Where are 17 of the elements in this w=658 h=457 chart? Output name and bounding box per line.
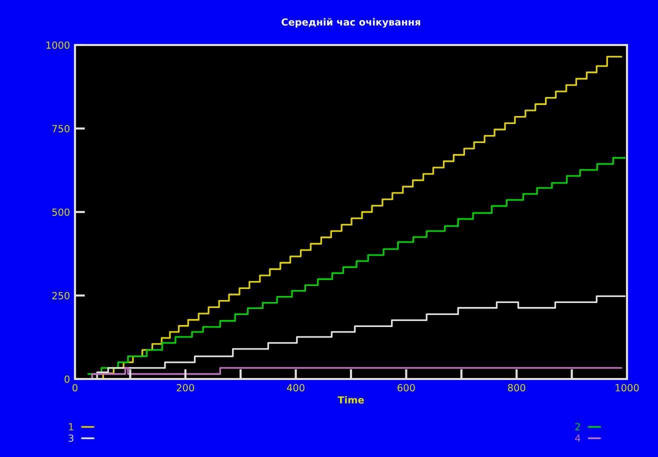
x-tick-label: 800 (508, 384, 526, 392)
y-tick-label: 500 (52, 208, 70, 216)
y-tick-label: 1000 (46, 41, 70, 49)
x-tick-label: 200 (176, 384, 194, 392)
chart-title: Середній час очікування (282, 18, 420, 28)
y-tick-label: 0 (64, 375, 70, 383)
legend-label: 2 (575, 423, 580, 430)
y-tick-label: 750 (52, 124, 70, 132)
legend-label: 3 (68, 434, 74, 442)
x-tick-label: 1000 (616, 384, 639, 392)
x-axis-title: Time (338, 396, 364, 404)
x-tick-label: 0 (72, 384, 78, 392)
y-tick-label: 250 (52, 292, 70, 300)
x-tick-label: 400 (286, 384, 304, 392)
legend-label: 4 (575, 434, 580, 442)
legend-label: 1 (69, 423, 74, 430)
x-tick-label: 600 (398, 384, 415, 392)
